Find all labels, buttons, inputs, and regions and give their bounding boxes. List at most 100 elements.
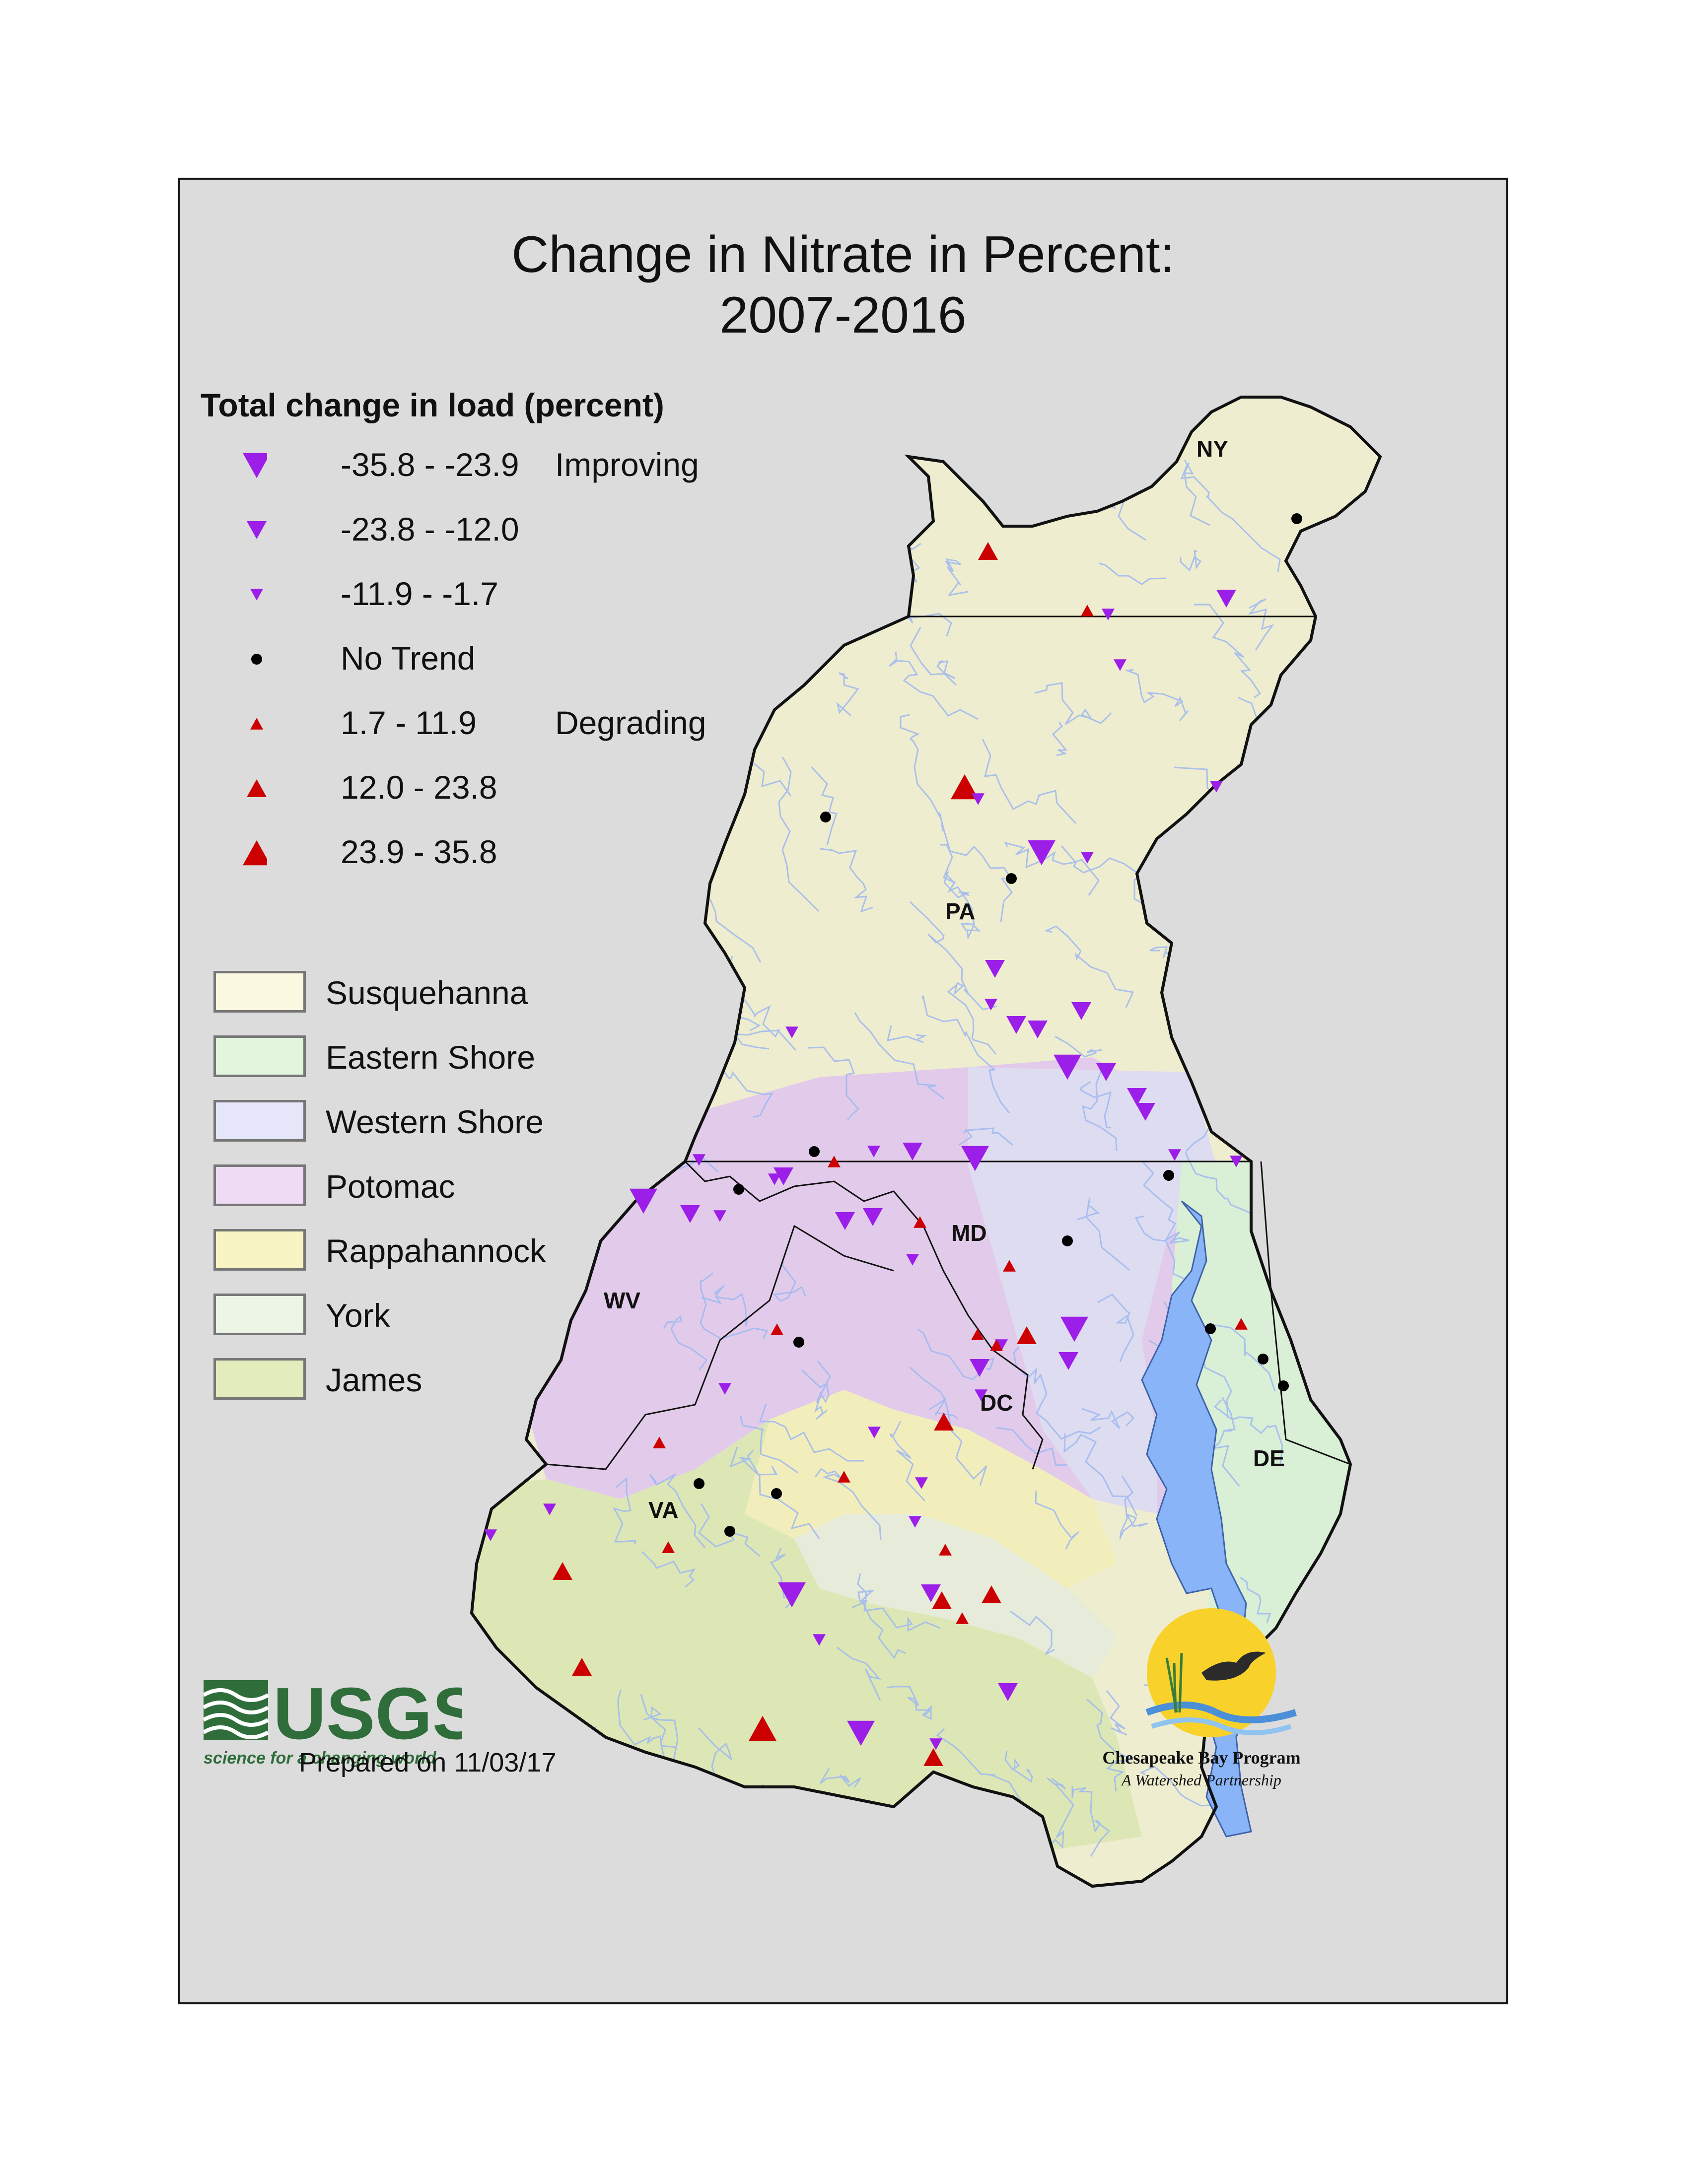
- station-marker: [1081, 605, 1094, 616]
- river-line: [887, 1025, 927, 1043]
- station-marker: [1028, 1021, 1048, 1038]
- region-western-shore: [968, 1067, 1216, 1514]
- river-line: [1055, 1035, 1102, 1058]
- usgs-logo: USGS science for a changing world: [204, 1675, 462, 1768]
- river-line: [982, 739, 1077, 824]
- station-marker: [718, 1383, 731, 1395]
- station-marker: [972, 793, 985, 805]
- legend-symbol-marker: [243, 840, 267, 866]
- river-line: [820, 848, 873, 913]
- river-line: [1283, 841, 1360, 884]
- river-line: [700, 1272, 769, 1340]
- river-line: [1240, 1576, 1271, 1623]
- state-boundaries: [546, 615, 1351, 1470]
- state-label-dc: DC: [980, 1390, 1013, 1416]
- river-line: [1312, 559, 1364, 672]
- station-marker: [793, 1337, 804, 1348]
- cbp-logo: [1145, 1608, 1297, 1737]
- usgs-wave-icon: [204, 1680, 269, 1740]
- station-marker: [553, 1562, 572, 1580]
- river-line: [612, 1477, 636, 1545]
- river-line: [1339, 1827, 1373, 1873]
- station-marker: [1205, 1323, 1216, 1334]
- river-line: [1035, 1490, 1080, 1550]
- legend-symbol-qualifier: Degrading: [555, 704, 706, 741]
- station-marker: [771, 1488, 782, 1499]
- river-line: [1134, 1215, 1190, 1244]
- legend-symbol-icon: [247, 521, 267, 539]
- station-marker: [1006, 873, 1017, 884]
- legend-symbol-row: 23.9 - 35.8: [208, 824, 754, 874]
- river-line: [747, 1449, 820, 1539]
- legend-symbol-row: -11.9 - -1.7: [208, 566, 754, 615]
- legend-symbol-icon: [251, 654, 262, 665]
- river-line: [649, 1473, 706, 1548]
- legend-symbol-marker: [247, 521, 267, 539]
- usgs-wordmark: USGS: [273, 1675, 462, 1755]
- river-line: [1314, 1046, 1357, 1077]
- de-md-border: [1260, 1161, 1351, 1465]
- legend-symbol-qualifier: Improving: [555, 446, 699, 483]
- river-line: [1294, 1319, 1380, 1398]
- prepared-date: Prepared on 11/03/17: [299, 1748, 557, 1777]
- river-line: [1210, 1397, 1240, 1487]
- legend-symbol-icon: [243, 840, 267, 866]
- river-line: [940, 844, 971, 898]
- river-line: [851, 1590, 906, 1659]
- station-marker: [985, 999, 997, 1011]
- station-marker: [835, 1212, 855, 1230]
- station-marker: [653, 1436, 666, 1448]
- map-title-line2: 2007-2016: [719, 286, 967, 344]
- river-line: [928, 1398, 958, 1420]
- legend-region-row: Rappahannock: [213, 1222, 660, 1277]
- station-marker: [1017, 1326, 1037, 1344]
- station-marker: [1216, 590, 1236, 608]
- legend-symbol-label: -11.9 - -1.7: [341, 575, 498, 612]
- river-line: [701, 1285, 749, 1326]
- station-marker: [1028, 840, 1055, 866]
- station-marker: [774, 1167, 793, 1185]
- legend-symbol-icon: [243, 453, 267, 478]
- map-title: Change in Nitrate in Percent: 2007-2016: [180, 224, 1506, 345]
- river-line: [917, 1328, 995, 1380]
- river-line: [808, 1046, 860, 1121]
- station-marker: [749, 1715, 776, 1741]
- station-marker: [680, 1205, 700, 1223]
- station-marker: [951, 774, 979, 800]
- river-line: [1287, 1806, 1310, 1848]
- station-marker: [1060, 1316, 1088, 1342]
- legend-region-row: Western Shore: [213, 1093, 660, 1148]
- legend-symbol-row: -23.8 - -12.0: [208, 501, 754, 551]
- station-marker: [543, 1503, 556, 1515]
- station-marker: [982, 1585, 1001, 1603]
- river-line: [814, 1361, 831, 1420]
- river-line: [1004, 1750, 1033, 1783]
- legend-symbol-row: No Trend: [208, 630, 754, 680]
- station-marker: [921, 1584, 941, 1602]
- legend-region-swatch: [213, 971, 306, 1013]
- river-line: [858, 479, 893, 531]
- state-label-ny: NY: [1196, 436, 1228, 462]
- legend-region-row: James: [213, 1351, 660, 1406]
- legend-region-row: Susquehanna: [213, 964, 660, 1019]
- river-line: [1080, 1081, 1112, 1129]
- station-marker: [956, 1612, 969, 1624]
- river-line: [729, 1446, 778, 1476]
- legend-symbol-label: No Trend: [341, 640, 476, 677]
- region-rappahannock: [745, 1390, 1117, 1588]
- station-marker: [939, 1544, 952, 1556]
- river-line: [1282, 1114, 1337, 1224]
- station-marker: [1096, 1063, 1116, 1081]
- station-marker: [1081, 852, 1094, 864]
- legend-symbol-label: 12.0 - 23.8: [341, 769, 497, 806]
- river-line: [1081, 1068, 1118, 1152]
- river-line: [1086, 1698, 1132, 1792]
- va-md-border: [992, 1349, 1044, 1470]
- station-marker: [820, 812, 831, 822]
- river-line: [1060, 845, 1149, 907]
- river-line: [936, 1728, 1022, 1806]
- legend-region-label: Potomac: [326, 1168, 455, 1205]
- river-line: [854, 1012, 945, 1100]
- river-line: [1004, 841, 1100, 896]
